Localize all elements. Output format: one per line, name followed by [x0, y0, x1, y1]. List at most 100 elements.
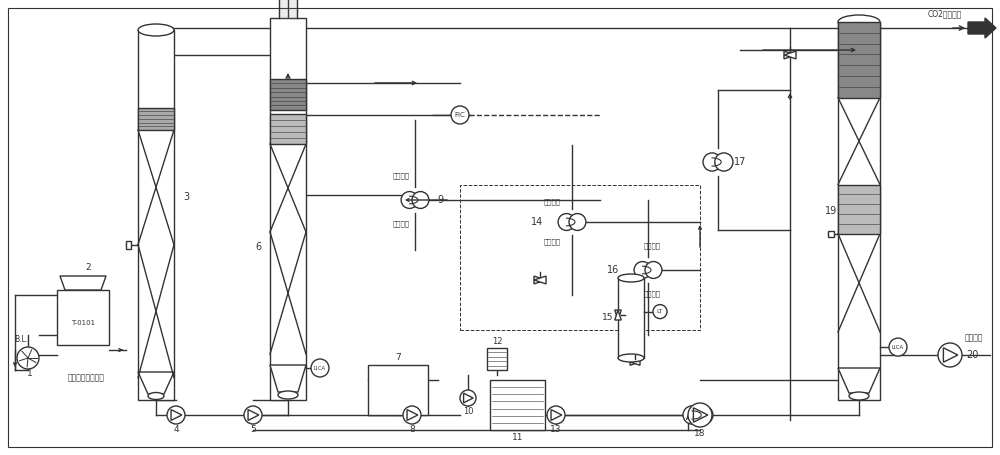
Text: 循环回水: 循环回水 — [544, 199, 561, 205]
Circle shape — [703, 153, 721, 171]
Text: 循环上水: 循环上水 — [644, 291, 661, 297]
Ellipse shape — [618, 354, 644, 362]
Circle shape — [401, 192, 418, 208]
Polygon shape — [464, 393, 473, 403]
Polygon shape — [248, 410, 259, 420]
Text: 循环回水: 循环回水 — [644, 243, 661, 249]
Text: LT: LT — [657, 309, 663, 314]
Bar — [138, 108, 174, 130]
Text: 11: 11 — [512, 434, 523, 443]
Text: T-0101: T-0101 — [71, 320, 95, 326]
Text: 13: 13 — [550, 425, 562, 434]
Circle shape — [403, 406, 421, 424]
Text: 循环上水: 循环上水 — [544, 239, 561, 245]
Bar — [270, 18, 306, 400]
Text: 低压蒸汽: 低压蒸汽 — [965, 334, 984, 343]
Ellipse shape — [148, 393, 164, 399]
Ellipse shape — [278, 391, 298, 399]
Text: 8: 8 — [409, 425, 415, 434]
Text: 14: 14 — [531, 217, 543, 227]
Circle shape — [311, 359, 329, 377]
Polygon shape — [534, 276, 546, 284]
Circle shape — [715, 153, 733, 171]
Circle shape — [695, 406, 713, 424]
Circle shape — [558, 213, 575, 230]
Text: 循环回水: 循环回水 — [393, 173, 410, 179]
Text: LICA: LICA — [892, 344, 904, 349]
Ellipse shape — [618, 274, 644, 282]
Ellipse shape — [849, 392, 869, 400]
Polygon shape — [784, 51, 796, 59]
Bar — [487, 348, 507, 370]
Text: 15: 15 — [602, 313, 614, 323]
Polygon shape — [630, 359, 640, 365]
Text: 16: 16 — [607, 265, 619, 275]
Polygon shape — [615, 310, 621, 320]
Text: CO2气去界区: CO2气去界区 — [928, 10, 962, 19]
Polygon shape — [60, 276, 106, 290]
Circle shape — [17, 347, 39, 369]
Polygon shape — [615, 310, 621, 320]
Polygon shape — [138, 372, 174, 394]
Text: 6: 6 — [255, 242, 261, 252]
Text: 18: 18 — [694, 429, 706, 438]
Text: 循环上水: 循环上水 — [393, 221, 410, 228]
Text: 1: 1 — [27, 369, 33, 378]
Polygon shape — [838, 368, 880, 393]
Text: 5: 5 — [250, 425, 256, 434]
Text: 4: 4 — [173, 425, 179, 434]
Circle shape — [683, 406, 701, 424]
Polygon shape — [943, 348, 958, 362]
Text: 2: 2 — [85, 263, 91, 273]
Circle shape — [412, 192, 429, 208]
Circle shape — [547, 406, 565, 424]
Bar — [57, 290, 109, 345]
Bar — [490, 380, 545, 430]
Text: 9: 9 — [437, 195, 443, 205]
Bar — [828, 231, 834, 237]
Bar — [838, 22, 880, 98]
Polygon shape — [630, 359, 640, 365]
Circle shape — [244, 406, 262, 424]
Bar — [368, 365, 428, 415]
Text: FIC: FIC — [455, 112, 465, 118]
Polygon shape — [784, 51, 796, 59]
Bar — [618, 278, 644, 358]
Ellipse shape — [838, 15, 880, 29]
Text: 烟道气来自界区外: 烟道气来自界区外 — [68, 374, 105, 383]
Circle shape — [167, 406, 185, 424]
Text: 12: 12 — [492, 338, 502, 347]
Bar — [838, 22, 880, 400]
Circle shape — [938, 343, 962, 367]
Polygon shape — [551, 410, 562, 420]
Text: 17: 17 — [734, 157, 746, 167]
Circle shape — [889, 338, 907, 356]
Bar — [270, 79, 306, 110]
Circle shape — [634, 262, 651, 278]
Bar — [138, 30, 174, 400]
Circle shape — [653, 304, 667, 318]
Bar — [126, 241, 131, 248]
Circle shape — [688, 403, 712, 427]
Circle shape — [569, 213, 586, 230]
Bar — [270, 113, 306, 144]
Text: B.L.: B.L. — [14, 335, 28, 344]
Circle shape — [645, 262, 662, 278]
Polygon shape — [968, 18, 996, 38]
Polygon shape — [693, 408, 708, 422]
Text: 3: 3 — [183, 192, 189, 202]
Polygon shape — [270, 365, 306, 392]
Text: 7: 7 — [395, 353, 401, 362]
Circle shape — [460, 390, 476, 406]
Text: 19: 19 — [825, 206, 837, 216]
Bar — [838, 185, 880, 234]
Text: LICA: LICA — [314, 365, 326, 370]
Ellipse shape — [138, 24, 174, 36]
Circle shape — [451, 106, 469, 124]
Polygon shape — [407, 410, 418, 420]
Text: 10: 10 — [463, 408, 473, 416]
Polygon shape — [534, 276, 546, 284]
Text: 20: 20 — [966, 350, 978, 360]
Polygon shape — [171, 410, 182, 420]
Bar — [460, 185, 700, 330]
